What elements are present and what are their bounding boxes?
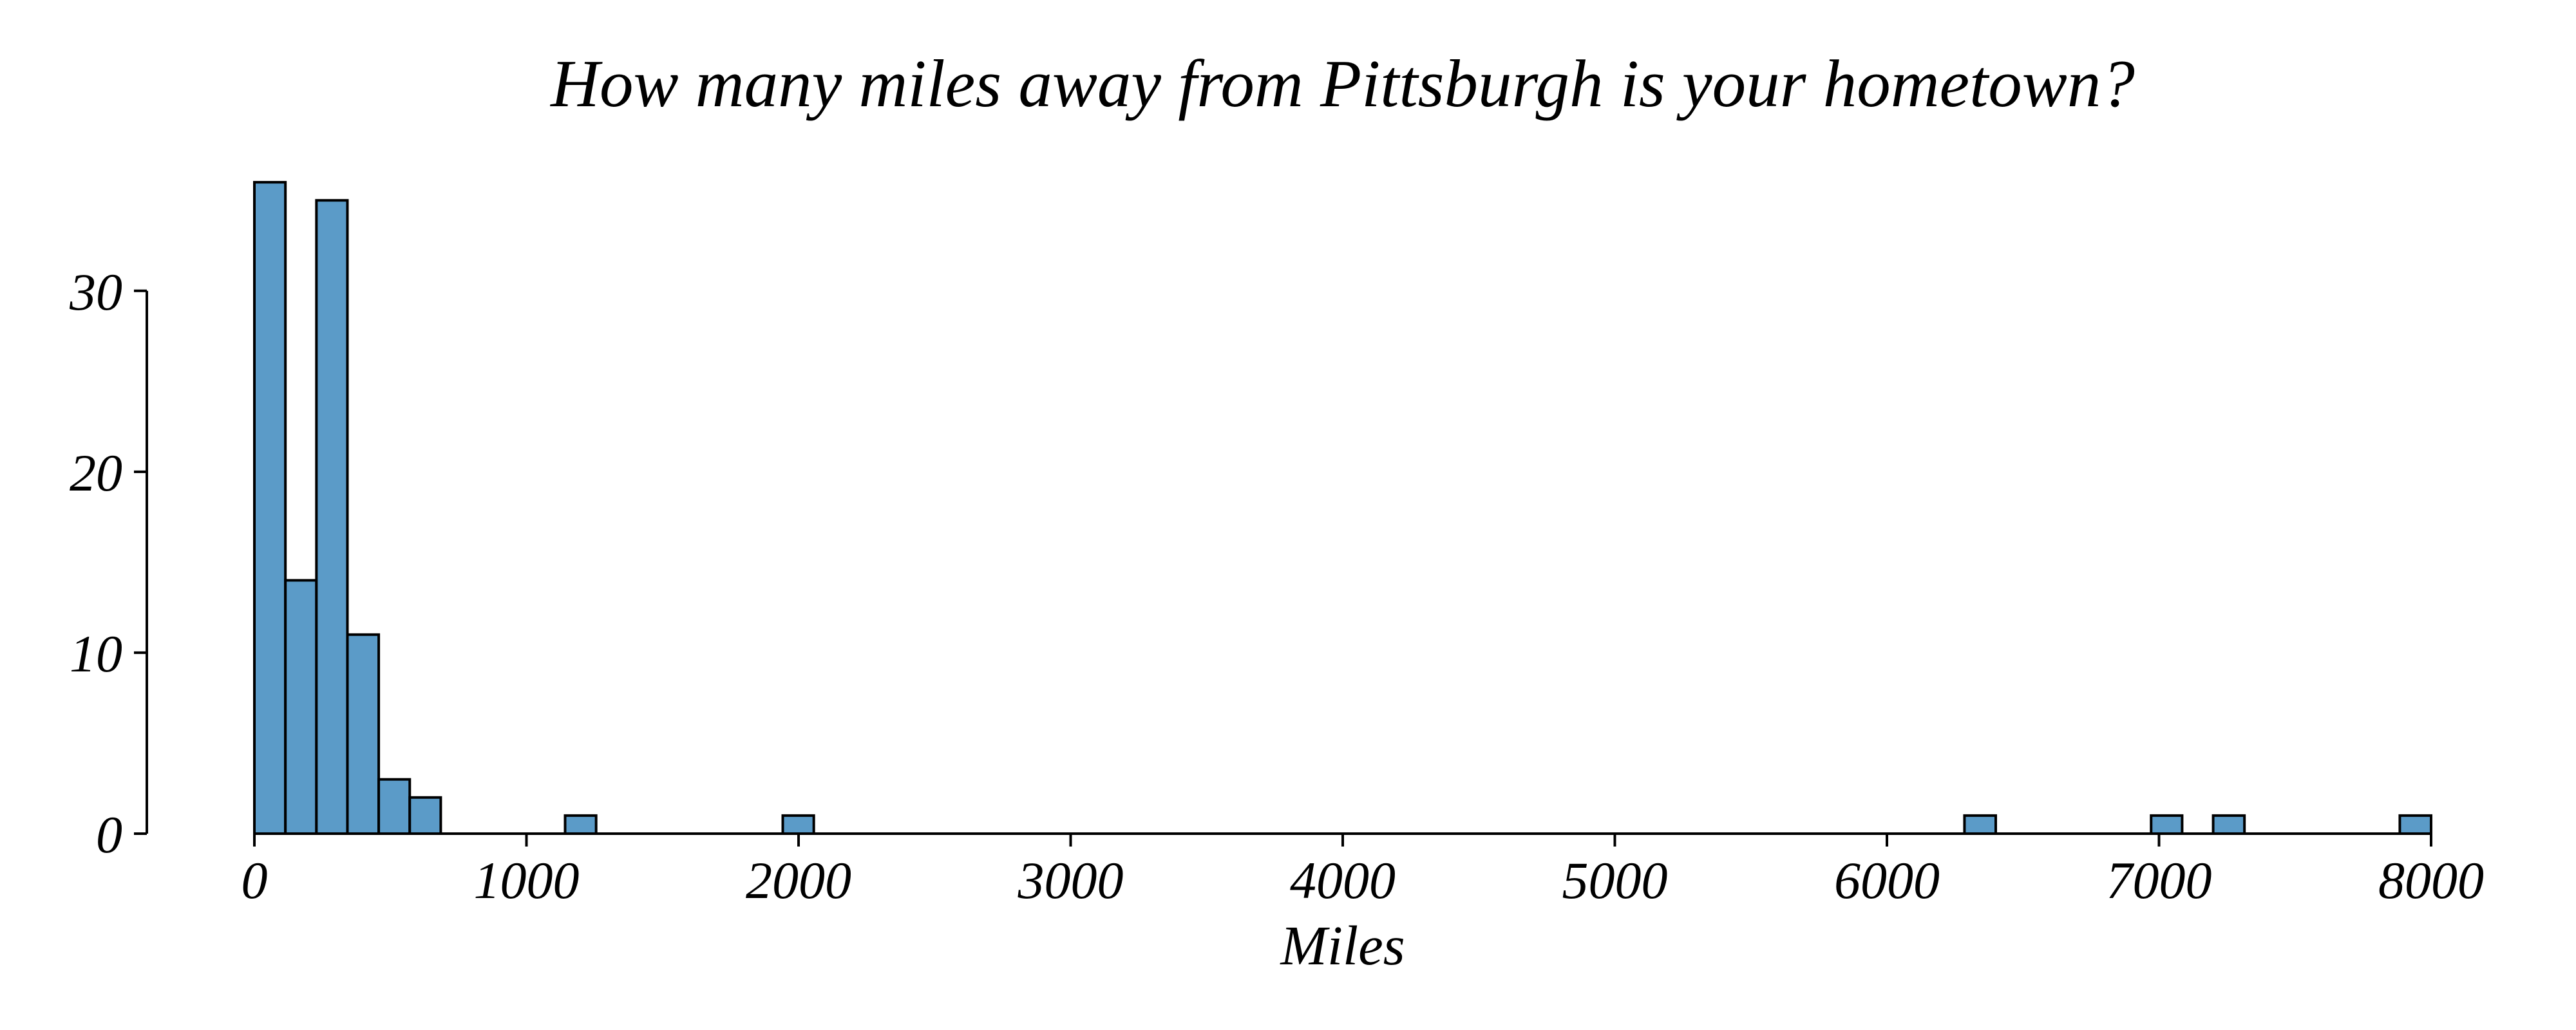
histogram-bar [564,814,598,835]
x-axis-label: Miles [1279,914,1405,977]
x-tick-label: 0 [242,851,268,910]
x-tick-label: 6000 [1834,851,1940,910]
histogram-bar [2211,814,2246,835]
histogram-bar [2398,814,2433,835]
x-tick-label: 7000 [2107,851,2212,910]
x-tick-label: 1000 [474,851,580,910]
x-axis: 0 1000 2000 3000 4000 5000 6000 7000 8000 [242,832,2484,910]
y-axis: 0 10 20 30 [69,263,148,864]
x-tick-label: 5000 [1562,851,1668,910]
histogram-bar [284,579,318,836]
x-tick-label: 2000 [746,851,851,910]
chart-title: How many miles away from Pittsburgh is y… [549,46,2135,121]
histogram-bar [1963,814,1998,835]
histogram-bar [315,199,349,836]
y-tick-label: 10 [70,624,122,683]
histogram-bar [408,796,442,836]
histogram-bar [2150,814,2184,835]
y-tick-label: 0 [96,805,122,864]
x-tick-label: 4000 [1290,851,1396,910]
histogram-bar [346,633,381,835]
histogram-bars [253,181,2433,836]
histogram-bar [781,814,815,835]
y-tick-label: 20 [70,444,122,502]
histogram-bar [253,181,287,835]
histogram-bar [377,778,412,835]
x-tick-label: 8000 [2378,851,2484,910]
y-tick-label: 30 [69,263,122,321]
x-tick-label: 3000 [1018,851,1124,910]
